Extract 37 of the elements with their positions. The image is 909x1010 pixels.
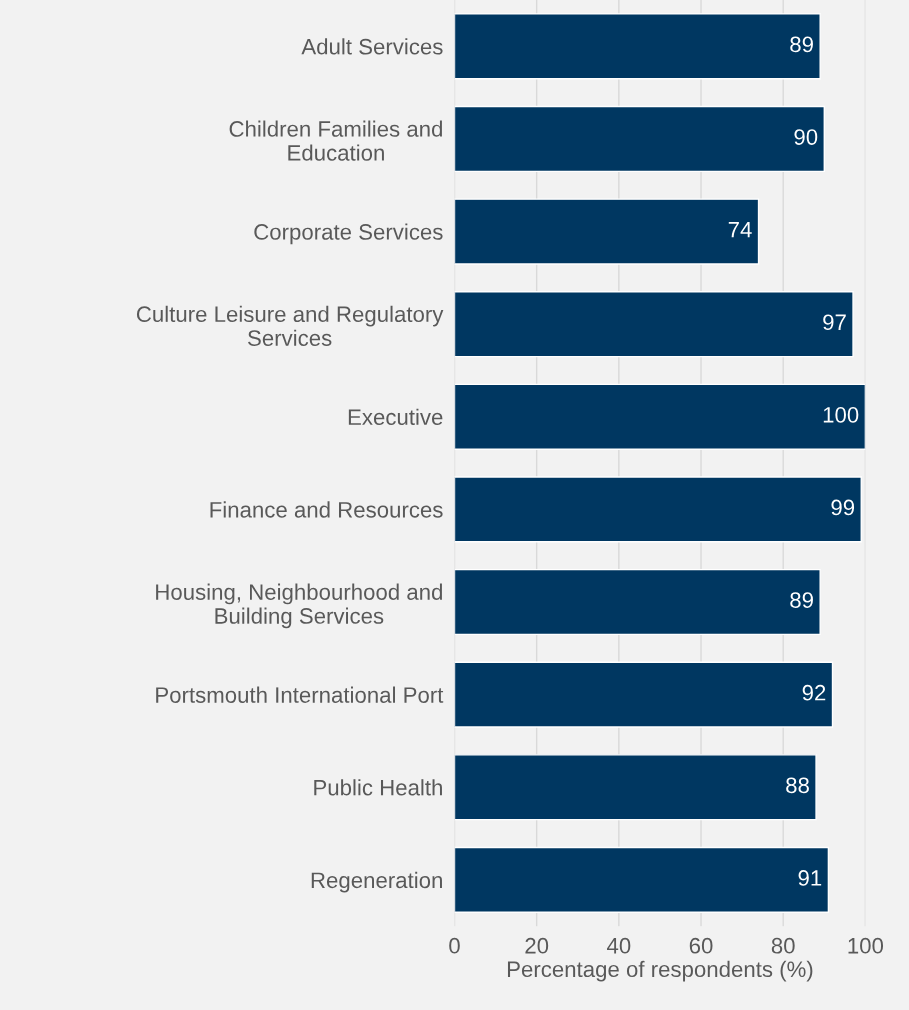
data-label: 92 <box>802 684 826 701</box>
data-label: 100 <box>823 407 859 423</box>
bar <box>454 846 830 913</box>
data-label: 91 <box>798 870 822 886</box>
bar <box>454 105 825 173</box>
data-label: 89 <box>790 592 813 608</box>
bar <box>454 198 760 265</box>
data-label: 88 <box>786 777 809 794</box>
bar <box>454 383 866 450</box>
y-tick-label: Housing, Neighbourhood and Building Services <box>156 583 442 629</box>
y-tick-label: Executive <box>348 408 443 426</box>
x-axis-title: Percentage of respondents (%) <box>507 960 813 982</box>
data-label: 89 <box>790 36 813 53</box>
y-tick-label: Children Families and Education <box>229 120 442 161</box>
data-label: 97 <box>823 314 846 331</box>
y-tick-label: Culture Leisure and Regulatory Services <box>136 305 444 347</box>
x-tick-label: 20 <box>525 937 549 954</box>
bar <box>454 13 821 80</box>
y-tick-label: Public Health <box>314 779 442 796</box>
x-tick-label: 80 <box>771 937 795 954</box>
bar <box>454 291 854 358</box>
data-label: 99 <box>831 499 855 516</box>
bar <box>454 476 862 543</box>
y-tick-label: Portsmouth International Port <box>156 686 444 703</box>
data-label: 74 <box>728 222 752 238</box>
y-tick-label: Regeneration <box>311 871 442 893</box>
y-tick-label: Adult Services <box>301 38 443 55</box>
y-tick-label: Corporate Services <box>254 223 443 245</box>
x-tick-label: 0 <box>449 937 460 954</box>
x-tick-label: 60 <box>689 937 713 954</box>
data-label: 90 <box>794 129 818 145</box>
y-tick-label: Finance and Resources <box>210 501 443 518</box>
bar <box>454 568 821 636</box>
bar <box>454 754 817 821</box>
bar <box>454 661 834 728</box>
x-tick-label: 40 <box>607 937 631 954</box>
x-tick-label: 100 <box>848 937 884 954</box>
